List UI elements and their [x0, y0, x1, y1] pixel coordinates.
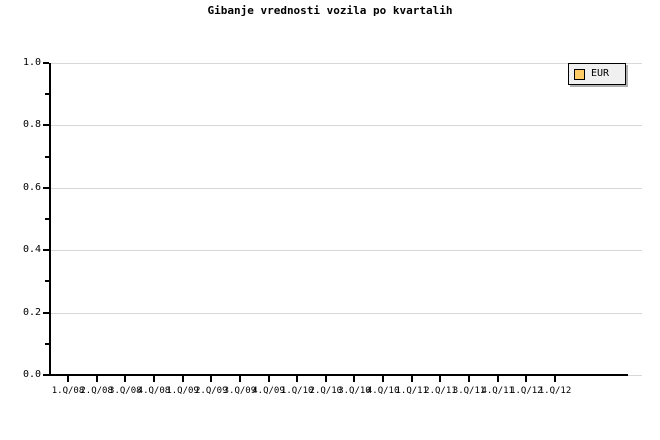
- gridline: [50, 250, 642, 252]
- y-axis-tick-label: 0.0: [22, 369, 41, 380]
- x-axis-tick-label: 1.Q/12: [510, 386, 543, 396]
- series-layer: [50, 63, 642, 375]
- y-tick-minor: [45, 342, 49, 345]
- legend-swatch-eur: [574, 68, 585, 80]
- y-tick-major: [43, 62, 49, 64]
- gridline: [50, 312, 642, 314]
- chart-title: Gibanje vrednosti vozila po kvartalih: [207, 4, 453, 17]
- y-axis-line: [49, 63, 51, 376]
- x-tick: [181, 376, 184, 382]
- y-axis-tick-label: 0.8: [22, 119, 41, 131]
- x-axis-tick-label: 2.Q/09: [194, 386, 228, 396]
- gridline: [50, 63, 642, 64]
- x-tick: [410, 376, 413, 382]
- x-axis-tick-label: 2.Q/08: [80, 386, 113, 396]
- x-axis-tick-label: 3.Q/11: [452, 386, 486, 396]
- x-axis-tick-label: 2.Q/10: [309, 386, 343, 396]
- legend[interactable]: EUR: [568, 63, 626, 85]
- x-tick: [468, 376, 471, 382]
- x-axis-tick-label: 1.Q/11: [395, 386, 429, 396]
- x-tick: [210, 376, 213, 382]
- x-axis-line: [49, 374, 628, 376]
- x-tick: [67, 376, 69, 382]
- x-tick: [324, 376, 327, 382]
- x-axis-tick-label: 3.Q/08: [109, 386, 142, 396]
- y-tick-minor: [45, 93, 49, 96]
- y-tick-major: [43, 311, 49, 314]
- x-tick: [124, 376, 127, 382]
- y-tick-minor: [45, 280, 49, 283]
- x-axis-tick-label: 4.Q/08: [137, 386, 171, 396]
- x-tick: [152, 376, 155, 382]
- y-tick-major: [43, 249, 49, 252]
- x-tick: [496, 376, 499, 382]
- x-axis-tick-label: 1.Q/08: [51, 386, 85, 396]
- y-tick-major: [43, 374, 49, 376]
- x-axis-tick-label: 4.Q/10: [366, 386, 400, 396]
- x-axis-tick-label: 1.Q/10: [280, 386, 314, 396]
- x-axis-tick-label: 3.Q/09: [223, 386, 257, 396]
- x-tick: [353, 376, 356, 382]
- x-axis-tick-label: 4.Q/11: [481, 386, 514, 396]
- gridline: [50, 125, 642, 127]
- y-tick-minor: [45, 155, 49, 158]
- y-axis-tick-label: 0.4: [22, 244, 41, 256]
- y-tick-major: [43, 186, 49, 189]
- x-axis-tick-label: 4.Q/09: [252, 386, 285, 396]
- x-tick: [238, 376, 241, 382]
- x-tick: [382, 376, 385, 382]
- x-axis-tick-label: 2.Q/11: [424, 386, 457, 396]
- gridline: [50, 187, 642, 189]
- x-axis-tick-label: 1.Q/12: [538, 386, 572, 396]
- legend-label-eur: EUR: [591, 68, 610, 79]
- y-axis-tick-label: 1.0: [22, 57, 41, 68]
- x-tick: [525, 376, 528, 382]
- y-axis-tick-label: 0.2: [22, 306, 41, 318]
- plot-area: [50, 63, 642, 376]
- x-axis-tick-label: 3.Q/10: [338, 386, 371, 396]
- y-tick-minor: [45, 218, 49, 220]
- y-axis-labels: 0.0 0.2 0.4 0.6 0.8 1.0: [0, 0, 41, 440]
- x-tick: [439, 376, 442, 382]
- y-axis-tick-label: 0.6: [22, 181, 41, 193]
- x-tick: [554, 376, 556, 382]
- x-tick: [95, 376, 98, 382]
- y-tick-major: [43, 124, 49, 127]
- x-tick: [267, 376, 270, 382]
- x-axis-tick-label: 1.Q/09: [166, 386, 199, 396]
- x-tick: [296, 376, 299, 382]
